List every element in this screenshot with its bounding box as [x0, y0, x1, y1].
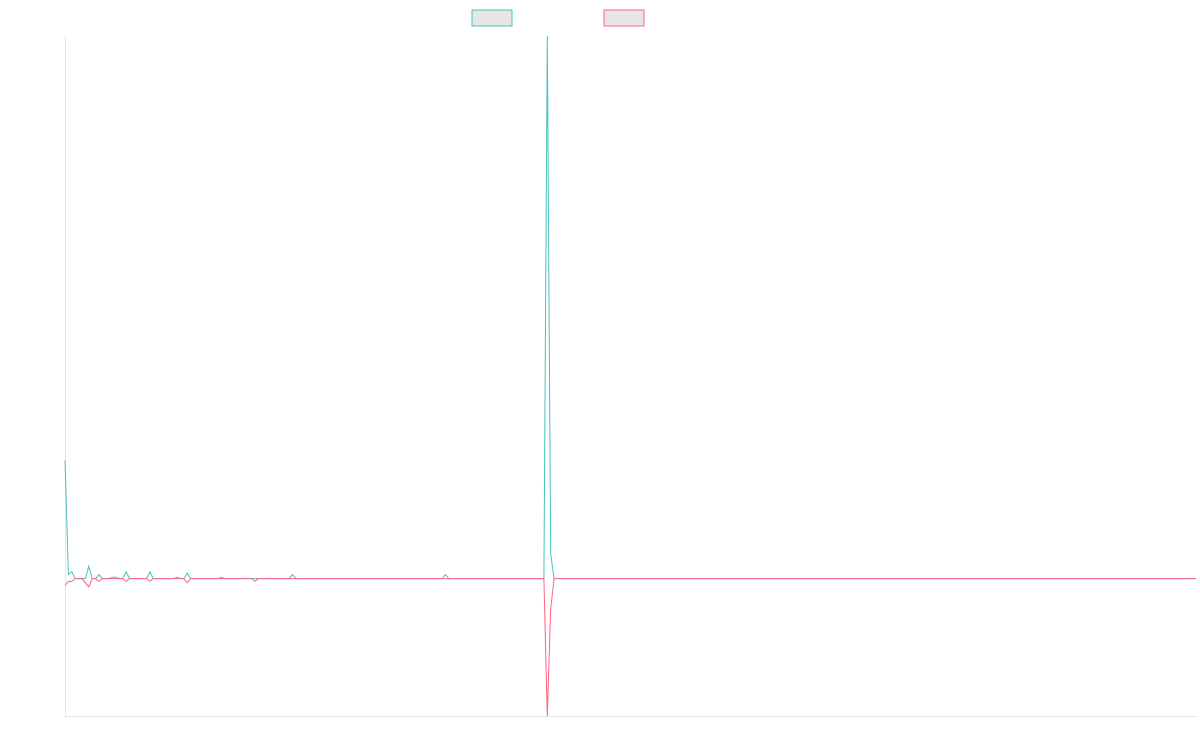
- legend-swatch-series-2[interactable]: [603, 9, 645, 27]
- legend: [471, 9, 645, 27]
- legend-swatch-series-1[interactable]: [471, 9, 513, 27]
- axes: [65, 36, 1196, 717]
- series-layer: [64, 35, 1196, 717]
- series-line-2: [64, 578, 1196, 717]
- series-line-1: [64, 35, 1196, 580]
